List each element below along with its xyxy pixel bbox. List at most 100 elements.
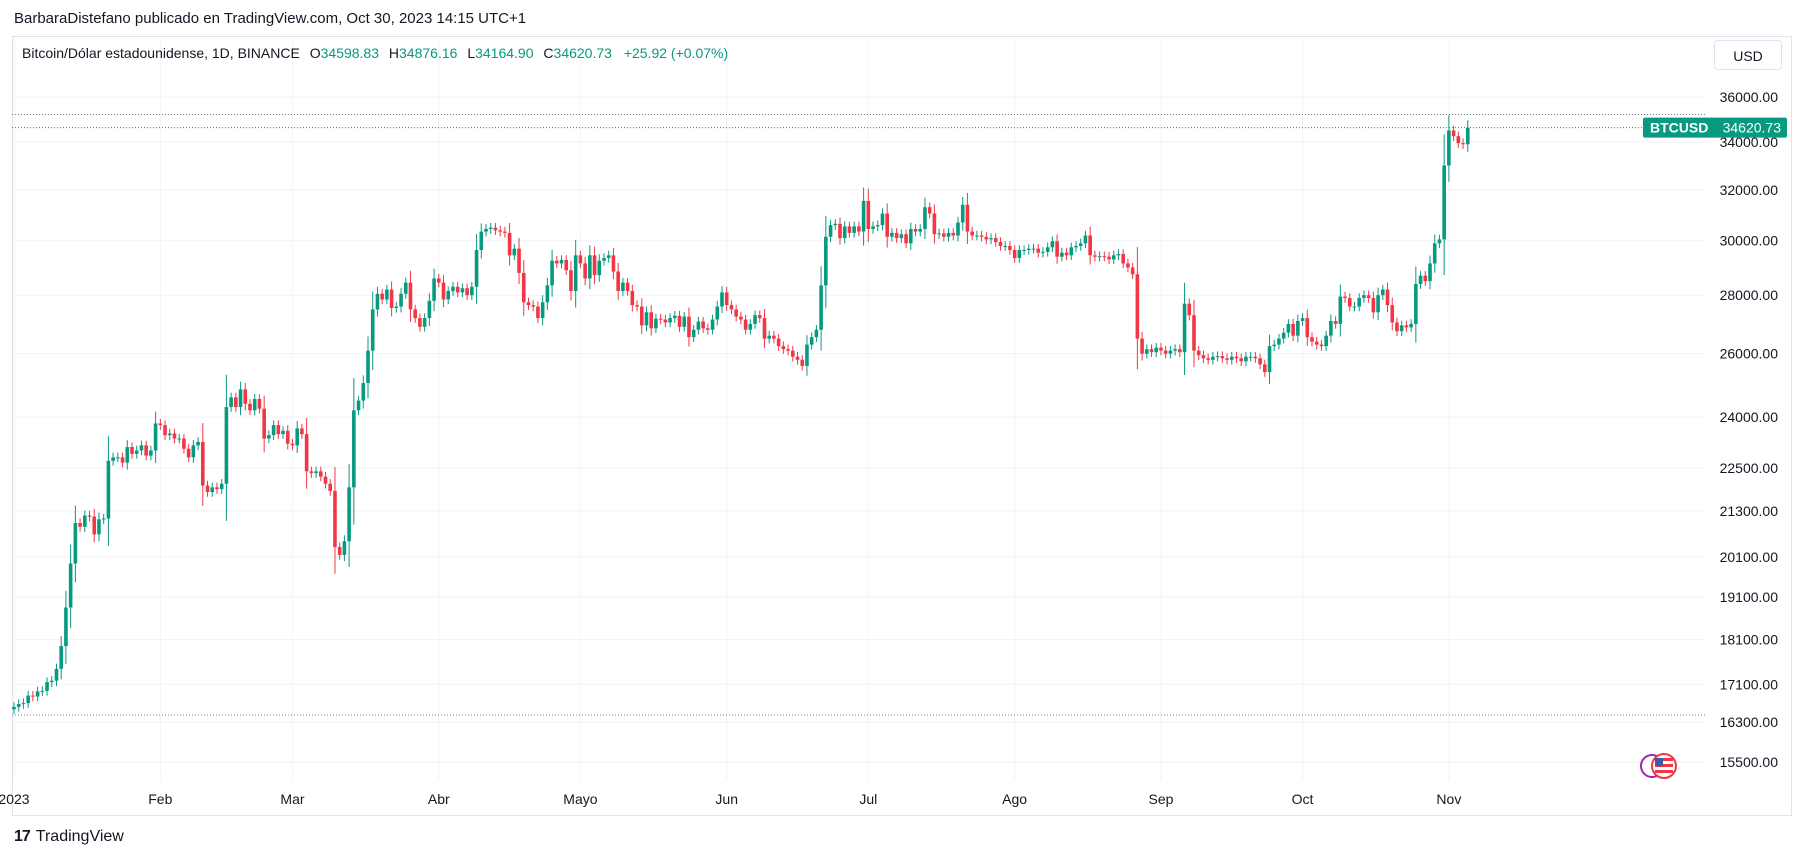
candle-body	[592, 255, 597, 276]
candle-body	[92, 516, 97, 535]
candle	[720, 286, 724, 314]
candle	[951, 228, 956, 241]
candle-body	[743, 319, 748, 330]
y-tick-label: 16300.00	[1720, 714, 1779, 730]
candle	[658, 313, 663, 325]
currency-button[interactable]: USD	[1714, 40, 1782, 70]
price-tag-value: 34620.73	[1723, 120, 1782, 136]
candle	[78, 518, 82, 532]
candle-body	[304, 434, 309, 472]
candle	[819, 266, 823, 351]
candle	[158, 418, 163, 430]
candle	[824, 215, 828, 309]
candle	[715, 300, 720, 326]
candle	[531, 300, 535, 312]
candle	[1008, 241, 1012, 255]
x-tick-label: Sep	[1148, 791, 1173, 807]
candle	[1140, 331, 1144, 361]
candle-body	[630, 290, 635, 306]
candle-body	[342, 541, 347, 555]
candle	[493, 222, 498, 236]
candle	[210, 482, 215, 497]
candle	[1343, 291, 1347, 303]
candle-body	[1310, 337, 1314, 342]
candle-body	[1333, 320, 1338, 324]
candle-body	[526, 302, 531, 306]
candle-body	[385, 289, 389, 300]
candle-body	[625, 282, 630, 291]
candle	[1145, 344, 1149, 359]
candle-body	[932, 213, 937, 235]
candle-body	[800, 359, 805, 366]
brand-name: TradingView	[35, 828, 124, 845]
candle	[120, 452, 125, 468]
candle	[1404, 320, 1409, 333]
candle	[1154, 342, 1159, 357]
candle-body	[658, 318, 663, 320]
candle	[1451, 125, 1456, 141]
candle-body	[998, 242, 1003, 247]
candle	[460, 283, 465, 298]
candle-body	[668, 318, 672, 323]
candle	[31, 690, 35, 702]
candle	[890, 228, 894, 242]
high-label: H	[388, 45, 400, 61]
candle-body	[1159, 347, 1163, 351]
candle	[257, 394, 262, 414]
candle	[446, 286, 451, 305]
candle-body	[54, 668, 59, 681]
candle	[1229, 352, 1234, 365]
candle	[852, 221, 856, 238]
candle-body	[1437, 239, 1442, 244]
candle	[635, 300, 639, 312]
candle	[149, 445, 153, 461]
candle	[894, 228, 899, 243]
candle-body	[644, 312, 649, 326]
candle-body	[710, 319, 715, 330]
candle	[422, 313, 427, 332]
candle-body	[1277, 338, 1281, 345]
candle	[1211, 352, 1215, 365]
candle-body	[1465, 127, 1470, 145]
us-flag-icon[interactable]	[1638, 752, 1690, 780]
candle	[1244, 352, 1248, 367]
candle-body	[1116, 253, 1121, 256]
candle	[1003, 241, 1007, 251]
candle	[611, 248, 616, 280]
candle-body	[1111, 255, 1116, 260]
tradingview-brand[interactable]: 17 TradingView	[14, 828, 124, 846]
candle	[1390, 297, 1395, 331]
candle-body	[1220, 356, 1225, 359]
candle-body	[1126, 263, 1130, 268]
candle-body	[776, 338, 781, 347]
candle-body	[1154, 347, 1159, 353]
candle	[68, 544, 73, 629]
candle-body	[918, 228, 923, 232]
candle-body	[285, 430, 290, 444]
candle-body	[809, 337, 814, 345]
x-tick-label: Mayo	[563, 791, 597, 807]
candle-body	[734, 309, 738, 317]
candle-body	[757, 315, 762, 319]
close-label: C	[543, 45, 554, 61]
candle	[215, 482, 219, 494]
candle-body	[399, 293, 403, 307]
candle-body	[1234, 356, 1239, 359]
candle	[597, 254, 602, 282]
candle-body	[134, 450, 139, 454]
candle	[1111, 250, 1116, 265]
candle-body	[1017, 249, 1022, 259]
candle	[578, 250, 583, 269]
change-value: +25.92 (+0.07%)	[623, 45, 729, 61]
candle-body	[1390, 305, 1395, 323]
candle	[800, 355, 805, 371]
candle	[262, 395, 266, 453]
candle-body	[1423, 275, 1428, 282]
symbol-title: Bitcoin/Dólar estadounidense, 1D, BINANC…	[22, 45, 300, 61]
candle	[786, 344, 790, 356]
candle-body	[521, 272, 526, 303]
candle	[403, 277, 408, 299]
candle-body	[890, 232, 894, 237]
candle-body	[64, 607, 68, 647]
